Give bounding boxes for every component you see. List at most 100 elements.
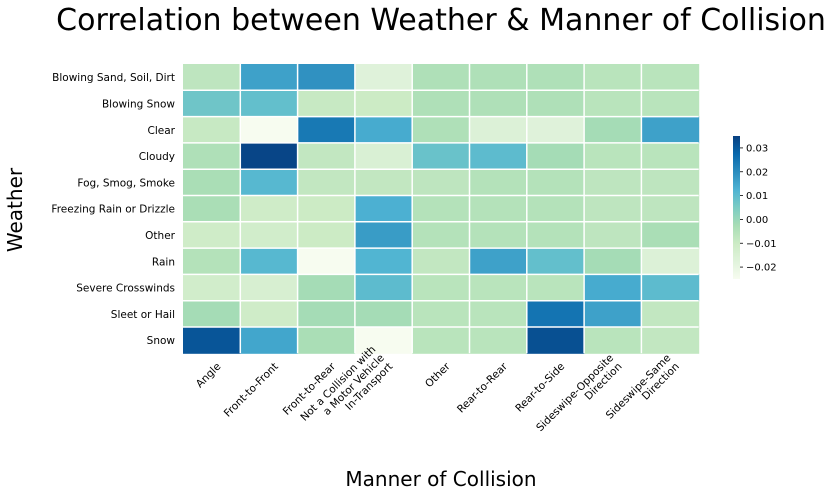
heatmap-cell [354, 116, 413, 144]
heatmap-cell [183, 327, 241, 354]
colorbar-tick-label: 0.03 [746, 143, 768, 154]
x-tick-label: Angle [194, 361, 224, 391]
y-tick-label: Snow [147, 335, 176, 347]
heatmap-cell [240, 90, 299, 118]
heatmap-cell [469, 116, 528, 144]
heatmap-cell [641, 116, 700, 144]
heatmap-cell [526, 64, 585, 91]
heatmap-cell [297, 274, 356, 302]
x-tick-label: Sideswipe-OppositeDirection [534, 352, 624, 442]
heatmap-cell [469, 327, 528, 354]
heatmap-cell [641, 248, 700, 275]
heatmap-cell [526, 142, 585, 170]
heatmap-cell [584, 327, 642, 354]
heatmap-cell [584, 116, 642, 144]
x-tick-label: Other [423, 360, 453, 390]
heatmap-cell [641, 90, 700, 118]
heatmap-cell [526, 195, 585, 223]
heatmap-cell [641, 300, 700, 328]
heatmap-cell [183, 169, 241, 196]
heatmap-cell [584, 195, 642, 223]
colorbar-tick-label: −0.01 [746, 239, 777, 250]
heatmap-cell [183, 248, 241, 275]
x-tick-label: Front-to-Front [222, 361, 281, 420]
heatmap-cell [354, 248, 413, 275]
y-tick-label: Clear [148, 125, 176, 137]
svg-text:Rear-to-Rear: Rear-to-Rear [455, 360, 510, 415]
heatmap-cell [584, 142, 642, 170]
y-tick-label: Cloudy [139, 151, 175, 163]
colorbar-tick-label: 0.01 [746, 191, 768, 202]
heatmap-cell [584, 221, 642, 249]
heatmap-cell [297, 221, 356, 249]
colorbar-tick-label: −0.02 [746, 263, 777, 274]
heatmap-cell [183, 116, 241, 144]
heatmap-cell [469, 142, 528, 170]
heatmap-cell [183, 64, 241, 91]
y-tick-label: Freezing Rain or Drizzle [51, 204, 175, 216]
heatmap-cell [526, 221, 585, 249]
heatmap-cell [240, 221, 299, 249]
heatmap-cell [469, 64, 528, 91]
svg-text:Sideswipe-OppositeDirection: Sideswipe-OppositeDirection [534, 352, 624, 442]
heatmap-cell [183, 274, 241, 302]
heatmap-cell [526, 300, 585, 328]
heatmap-cell [183, 300, 241, 328]
heatmap-cell [354, 64, 413, 91]
heatmap-cell [641, 64, 700, 91]
heatmap-cell [354, 300, 413, 328]
heatmap-cell [354, 142, 413, 170]
heatmap-cell [584, 300, 642, 328]
heatmap-cell [297, 169, 356, 196]
y-tick-label: Sleet or Hail [111, 309, 175, 321]
heatmap-cell [412, 300, 470, 328]
y-tick-label: Blowing Snow [102, 98, 175, 110]
heatmap-cell [412, 90, 470, 118]
heatmap-cell [526, 248, 585, 275]
heatmap-cell [240, 248, 299, 275]
heatmap-cell [641, 274, 700, 302]
heatmap-cell [469, 300, 528, 328]
cell-separators [183, 64, 699, 354]
heatmap-cell [412, 116, 470, 144]
heatmap-cell [526, 274, 585, 302]
heatmap-cell [641, 195, 700, 223]
heatmap-cell [526, 169, 585, 196]
heatmap-cell [412, 274, 470, 302]
heatmap-cell [584, 274, 642, 302]
heatmap-cell [584, 248, 642, 275]
heatmap-cell [469, 221, 528, 249]
heatmap-cells [183, 64, 700, 354]
heatmap-cell [354, 195, 413, 223]
heatmap-cell [297, 90, 356, 118]
heatmap-cell [183, 221, 241, 249]
y-tick-label: Rain [152, 256, 175, 268]
y-tick-label: Other [145, 230, 175, 242]
heatmap-cell [526, 90, 585, 118]
x-tick-label: Rear-to-Rear [455, 360, 510, 415]
y-tick-labels: Blowing Sand, Soil, Dirt Blowing Snow Clea… [51, 72, 175, 347]
heatmap-cell [240, 116, 299, 144]
heatmap-cell [183, 90, 241, 118]
heatmap-cell [412, 248, 470, 275]
colorbar-tick-label: 0.00 [746, 215, 768, 226]
heatmap-cell [641, 221, 700, 249]
heatmap-cell [183, 195, 241, 223]
heatmap-cell [240, 142, 299, 170]
heatmap-cell [412, 169, 470, 196]
svg-text:Angle: Angle [194, 361, 224, 391]
heatmap-cell [641, 327, 700, 354]
chart-title: Correlation between Weather & Manner of … [56, 3, 826, 38]
heatmap-cell [354, 169, 413, 196]
heatmap-cell [297, 248, 356, 275]
heatmap-cell [526, 116, 585, 144]
heatmap-cell [584, 90, 642, 118]
heatmap-cell [526, 327, 585, 354]
heatmap-cell [183, 142, 241, 170]
heatmap-cell [412, 142, 470, 170]
heatmap-cell [641, 142, 700, 170]
heatmap-cell [297, 64, 356, 91]
y-tick-label: Severe Crosswinds [76, 283, 175, 295]
svg-text:Other: Other [423, 360, 453, 390]
